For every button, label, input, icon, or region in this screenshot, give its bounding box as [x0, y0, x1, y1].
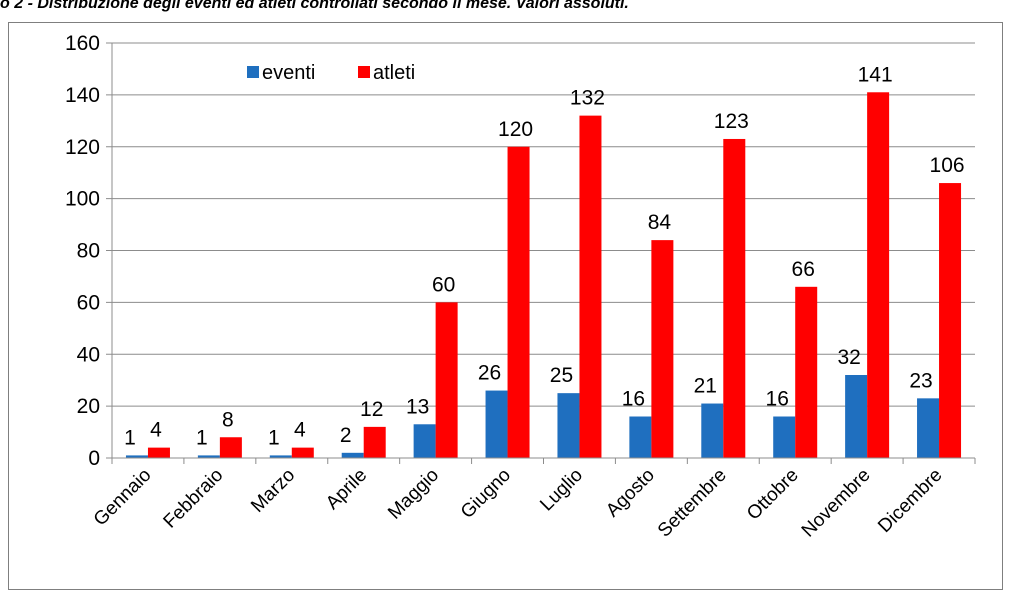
bar-atleti-giugno — [507, 146, 530, 458]
bar-atleti-aprile — [363, 426, 386, 458]
y-tick-label: 80 — [77, 240, 100, 263]
data-label-atleti: 141 — [858, 63, 893, 86]
y-tick-label: 60 — [77, 291, 100, 314]
bar-eventi-agosto — [629, 416, 652, 458]
data-label-atleti: 120 — [498, 118, 533, 141]
x-tick-label: Marzo — [247, 465, 299, 517]
data-label-eventi: 21 — [694, 375, 717, 398]
bar-atleti-febbraio — [219, 437, 242, 458]
data-label-eventi: 16 — [622, 388, 645, 411]
data-label-atleti: 4 — [294, 419, 306, 442]
bar-atleti-luglio — [579, 115, 602, 458]
data-label-eventi: 1 — [268, 426, 280, 449]
bar-eventi-marzo — [269, 455, 292, 458]
x-tick-label: Aprile — [322, 465, 371, 514]
y-tick-label: 0 — [88, 447, 100, 470]
x-tick-label: Dicembre — [874, 465, 946, 537]
x-tick-label: Luglio — [536, 465, 587, 516]
data-label-atleti: 84 — [648, 211, 672, 234]
x-tick-label: Gennaio — [90, 465, 156, 531]
bar-eventi-settembre — [701, 403, 724, 458]
y-tick-label: 140 — [65, 84, 100, 107]
y-tick-label: 20 — [77, 395, 100, 418]
legend-swatch-eventi — [247, 66, 259, 78]
bar-atleti-dicembre — [939, 183, 962, 458]
chart-frame — [8, 22, 1003, 590]
data-label-eventi: 32 — [837, 346, 860, 369]
y-axis: 0 20 40 60 80 100 120 140 160 — [65, 32, 113, 470]
data-label-atleti: 106 — [930, 154, 965, 177]
x-tick-label: Febbraio — [160, 465, 228, 533]
legend-label-atleti: atleti — [373, 62, 415, 84]
legend-label-eventi: eventi — [262, 62, 315, 84]
data-label-atleti: 123 — [714, 110, 749, 133]
data-label-atleti: 60 — [432, 273, 455, 296]
bar-atleti-maggio — [435, 302, 458, 458]
bar-eventi-luglio — [557, 393, 580, 458]
bar-eventi-dicembre — [917, 398, 940, 458]
bar-eventi-aprile — [341, 452, 364, 458]
bar-atleti-ottobre — [795, 286, 818, 458]
bars — [125, 92, 962, 458]
bar-eventi-novembre — [845, 375, 868, 458]
data-label-atleti: 8 — [222, 408, 234, 431]
bar-atleti-agosto — [651, 240, 674, 458]
bar-atleti-novembre — [867, 92, 890, 458]
data-label-atleti: 66 — [792, 258, 815, 281]
bar-eventi-gennaio — [125, 455, 148, 458]
data-label-eventi: 25 — [550, 364, 573, 387]
data-label-eventi: 23 — [909, 369, 932, 392]
x-tick-label: Agosto — [602, 465, 659, 522]
x-tick-label: Giugno — [457, 465, 515, 523]
data-label-eventi: 1 — [196, 426, 208, 449]
legend-swatch-atleti — [358, 66, 370, 78]
x-axis: Gennaio Febbraio Marzo Aprile Maggio Giugno Lu… — [90, 457, 976, 542]
data-label-atleti: 12 — [360, 398, 383, 421]
legend: eventi atleti — [247, 62, 415, 84]
y-tick-label: 160 — [65, 32, 100, 55]
data-label-eventi: 2 — [340, 424, 352, 447]
x-tick-label: Novembre — [798, 465, 875, 542]
bar-eventi-maggio — [413, 424, 436, 458]
bar-eventi-ottobre — [773, 416, 796, 458]
data-labels: 1 4 181 4 212 1360261202513216842112316663214… — [124, 63, 964, 449]
y-tick-label: 120 — [65, 136, 100, 159]
bar-atleti-marzo — [291, 447, 314, 458]
bar-eventi-febbraio — [197, 455, 220, 458]
data-label-eventi: 13 — [406, 395, 429, 418]
bar-eventi-giugno — [485, 390, 508, 458]
x-tick-label: Settembre — [654, 465, 731, 542]
bar-atleti-settembre — [723, 138, 746, 458]
y-tick-label: 40 — [77, 343, 100, 366]
figure-caption: o 2 - Distribuzione degli eventi ed atle… — [0, 0, 629, 12]
data-label-atleti: 132 — [570, 87, 605, 110]
data-label-eventi: 16 — [766, 388, 789, 411]
data-label-eventi: 1 — [124, 426, 136, 449]
data-label-atleti: 4 — [150, 419, 162, 442]
y-tick-label: 100 — [65, 188, 100, 211]
x-tick-label: Ottobre — [743, 465, 803, 525]
x-tick-label: Maggio — [384, 465, 443, 524]
bar-atleti-gennaio — [147, 447, 170, 458]
gridlines — [112, 42, 975, 407]
data-label-eventi: 26 — [478, 362, 501, 385]
